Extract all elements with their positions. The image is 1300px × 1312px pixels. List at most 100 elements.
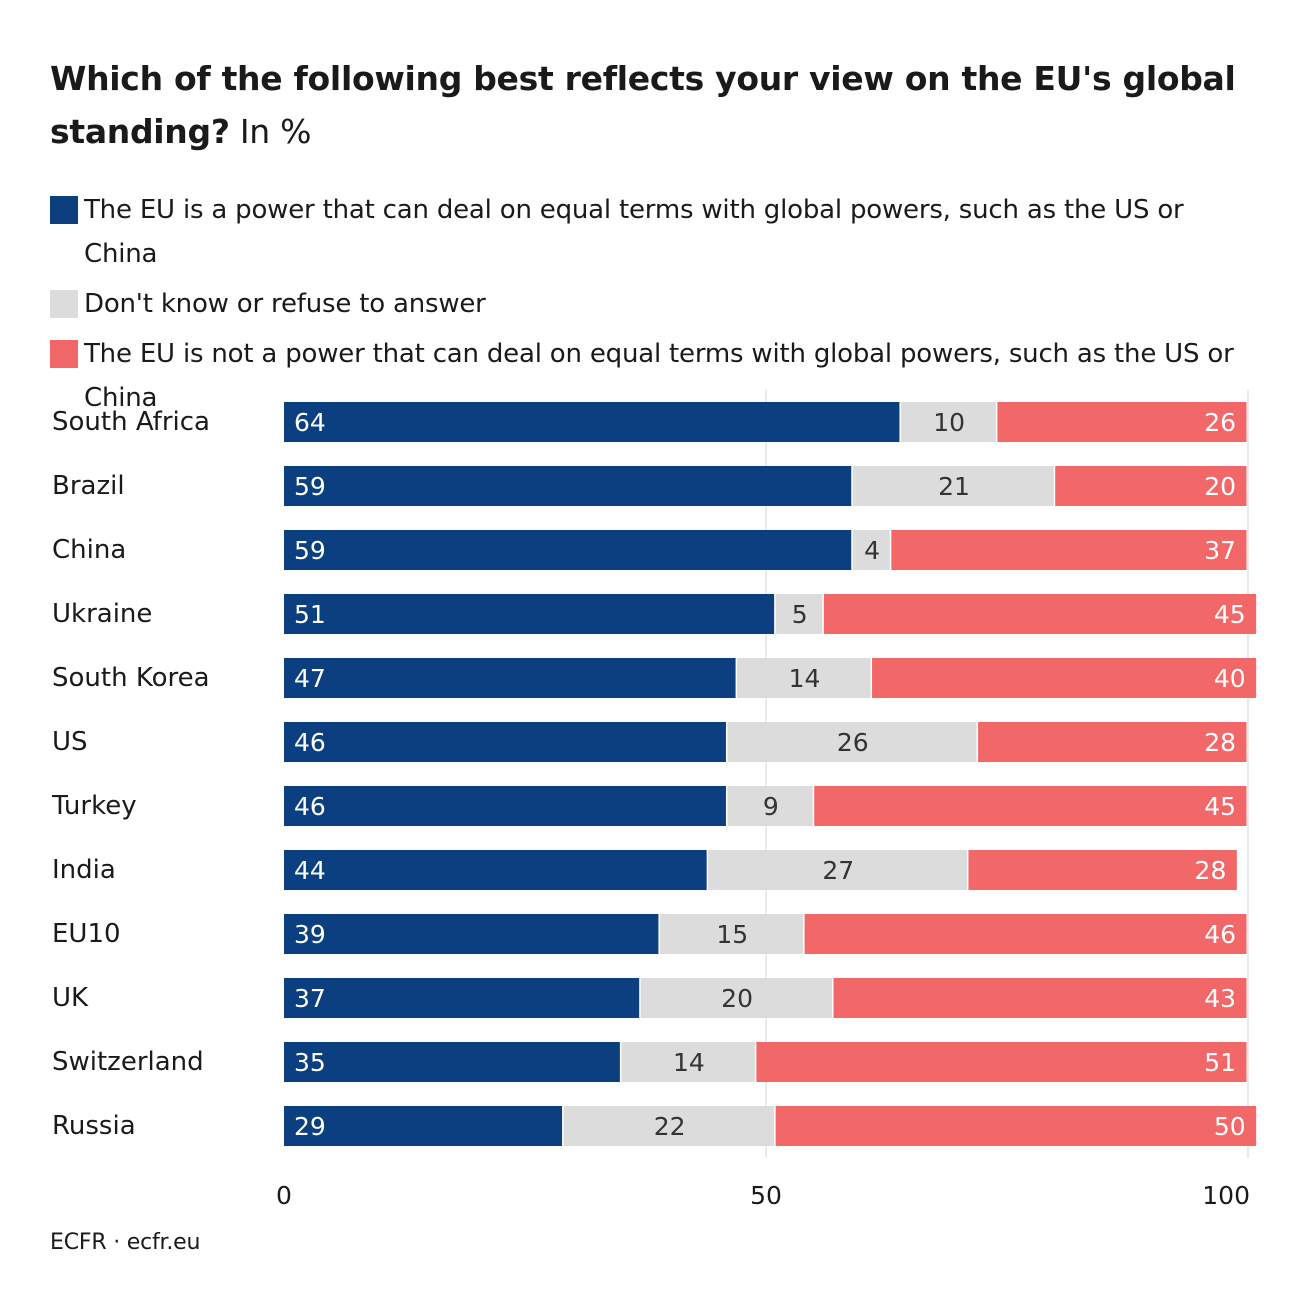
- bar-segment-neutral: [852, 466, 1054, 506]
- value-label-neutral: 22: [654, 1112, 686, 1141]
- value-label-neutral: 15: [716, 920, 748, 949]
- bar-segment-negative: [997, 402, 1247, 442]
- bar-segment-positive: [284, 978, 640, 1018]
- value-label-neutral: 21: [938, 472, 970, 501]
- bar-segment-positive: [284, 466, 852, 506]
- value-label-positive: 35: [294, 1048, 326, 1077]
- bar-segment-positive: [284, 850, 707, 890]
- value-label-negative: 20: [1204, 472, 1236, 501]
- bar-segment-negative: [823, 594, 1257, 634]
- bar-segment-neutral: [900, 402, 996, 442]
- bar-segment-neutral: [737, 658, 871, 698]
- value-label-negative: 45: [1204, 792, 1236, 821]
- bar-segment-negative: [804, 914, 1247, 954]
- category-label: EU10: [52, 919, 121, 949]
- bar-segment-positive: [284, 402, 900, 442]
- legend-item-positive: The EU is a power that can deal on equal…: [50, 188, 1260, 276]
- value-label-neutral: 20: [721, 984, 753, 1013]
- legend-swatch-negative: [50, 340, 78, 368]
- bar-segment-negative: [1055, 466, 1247, 506]
- category-label: India: [52, 855, 116, 885]
- source-credit: ECFR · ecfr.eu: [50, 1230, 201, 1255]
- category-label: Turkey: [51, 791, 137, 821]
- bar-segment-negative: [872, 658, 1257, 698]
- value-label-negative: 37: [1204, 536, 1236, 565]
- bar-segment-neutral: [621, 1042, 755, 1082]
- bar-segment-negative: [756, 1042, 1247, 1082]
- value-label-negative: 45: [1214, 600, 1246, 629]
- value-label-negative: 51: [1204, 1048, 1236, 1077]
- bar-segment-neutral: [727, 786, 813, 826]
- category-label: Switzerland: [52, 1047, 204, 1077]
- bar-segment-negative: [775, 1106, 1257, 1146]
- value-label-positive: 39: [294, 920, 326, 949]
- bar-segment-positive: [284, 722, 726, 762]
- bar-segment-neutral: [708, 850, 967, 890]
- value-label-negative: 43: [1204, 984, 1236, 1013]
- value-label-positive: 37: [294, 984, 326, 1013]
- bar-segment-neutral: [852, 530, 890, 570]
- bar-segment-positive: [284, 914, 659, 954]
- legend: The EU is a power that can deal on equal…: [50, 188, 1260, 426]
- category-label: Brazil: [52, 471, 125, 501]
- value-label-negative: 46: [1204, 920, 1236, 949]
- bar-segment-negative: [978, 722, 1247, 762]
- value-label-positive: 46: [294, 792, 326, 821]
- legend-label-negative: The EU is not a power that can deal on e…: [84, 339, 1234, 413]
- x-tick-label: 50: [750, 1181, 782, 1210]
- value-label-positive: 29: [294, 1112, 326, 1141]
- legend-item-neutral: Don't know or refuse to answer: [50, 282, 1260, 326]
- value-label-negative: 50: [1214, 1112, 1246, 1141]
- bar-segment-positive: [284, 786, 726, 826]
- category-label: UK: [52, 983, 89, 1013]
- x-tick-label: 100: [1202, 1181, 1250, 1210]
- category-label: South Korea: [52, 663, 210, 693]
- bar-segment-positive: [284, 658, 736, 698]
- value-label-positive: 44: [294, 856, 326, 885]
- bar-segment-negative: [814, 786, 1247, 826]
- value-label-positive: 59: [294, 536, 326, 565]
- bar-segment-negative: [968, 850, 1237, 890]
- value-label-neutral: 27: [822, 856, 854, 885]
- x-tick-label: 0: [276, 1181, 292, 1210]
- value-label-neutral: 5: [792, 600, 808, 629]
- chart-title-main: Which of the following best reflects you…: [50, 59, 1236, 151]
- value-label-neutral: 14: [673, 1048, 705, 1077]
- chart-title: Which of the following best reflects you…: [50, 52, 1250, 158]
- value-label-positive: 46: [294, 728, 326, 757]
- legend-label-neutral: Don't know or refuse to answer: [84, 289, 486, 319]
- value-label-negative: 28: [1204, 728, 1236, 757]
- category-label: Ukraine: [52, 599, 152, 629]
- category-label: Russia: [52, 1111, 136, 1141]
- value-label-positive: 51: [294, 600, 326, 629]
- value-label-neutral: 9: [763, 792, 779, 821]
- chart-title-unit: In %: [239, 112, 312, 151]
- bar-segment-positive: [284, 594, 775, 634]
- legend-item-negative: The EU is not a power that can deal on e…: [50, 332, 1260, 420]
- legend-label-positive: The EU is a power that can deal on equal…: [84, 195, 1184, 269]
- bar-segment-neutral: [640, 978, 832, 1018]
- category-label: US: [52, 727, 88, 757]
- bar-segment-negative: [891, 530, 1247, 570]
- value-label-negative: 28: [1195, 856, 1227, 885]
- category-label: South Africa: [52, 407, 210, 437]
- value-label-negative: 26: [1204, 408, 1236, 437]
- bar-segment-neutral: [775, 594, 823, 634]
- value-label-neutral: 14: [789, 664, 821, 693]
- bar-segment-positive: [284, 1106, 563, 1146]
- legend-swatch-positive: [50, 196, 78, 224]
- bar-segment-neutral: [659, 914, 804, 954]
- bar-segment-neutral: [563, 1106, 775, 1146]
- value-label-negative: 40: [1214, 664, 1246, 693]
- legend-swatch-neutral: [50, 290, 78, 318]
- value-label-positive: 59: [294, 472, 326, 501]
- value-label-neutral: 26: [837, 728, 869, 757]
- bar-segment-positive: [284, 1042, 620, 1082]
- value-label-positive: 64: [294, 408, 326, 437]
- bar-segment-neutral: [727, 722, 977, 762]
- bar-segment-positive: [284, 530, 852, 570]
- category-label: China: [52, 535, 126, 565]
- value-label-neutral: 4: [864, 536, 880, 565]
- bar-segment-negative: [833, 978, 1247, 1018]
